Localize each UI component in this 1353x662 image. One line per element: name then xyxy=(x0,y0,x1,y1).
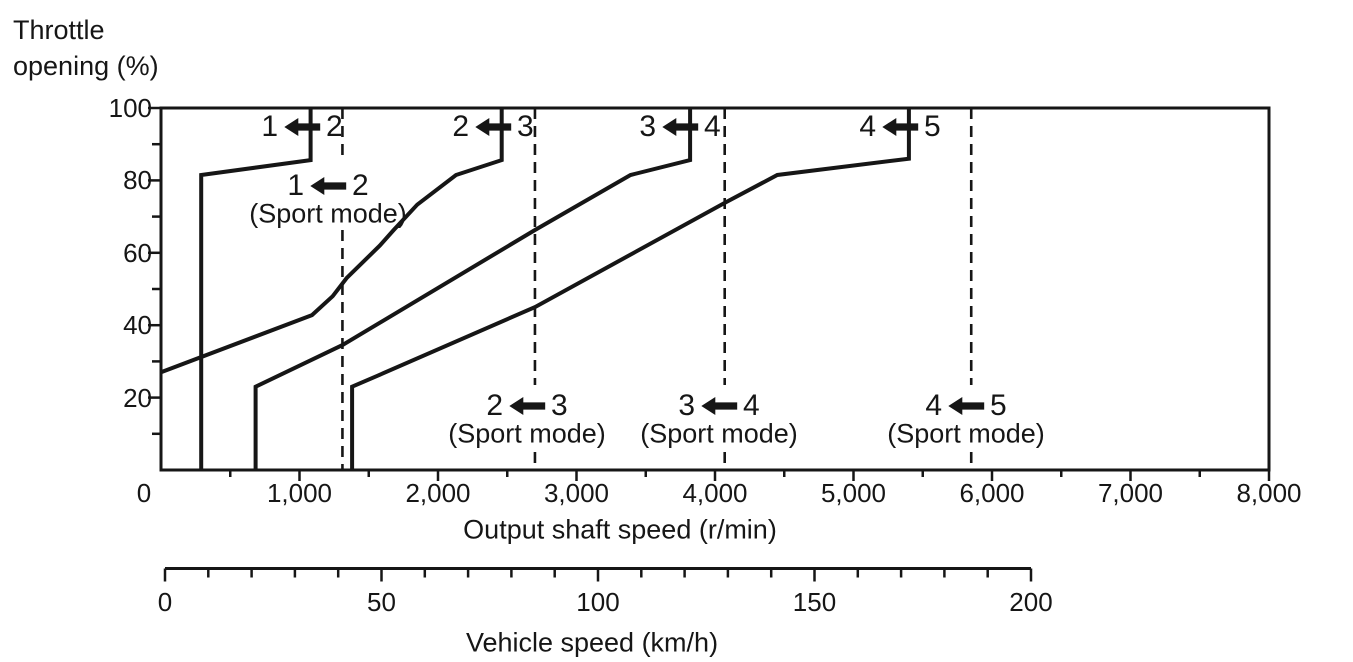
x-axis-tick-label: 5,000 xyxy=(820,478,887,508)
downshift-curve xyxy=(199,108,313,470)
left-arrow-icon xyxy=(662,118,698,136)
y-axis-tick-label: 100 xyxy=(108,93,152,123)
downshift-curve xyxy=(350,108,911,470)
left-arrow-icon xyxy=(284,118,320,136)
left-arrow-icon xyxy=(509,397,545,415)
from-gear-number: 2 xyxy=(326,110,343,143)
from-gear-number: 3 xyxy=(517,110,534,143)
sport-mode-caption: (Sport mode) xyxy=(887,418,1045,449)
sport-mode-caption: (Sport mode) xyxy=(448,418,606,449)
x-axis-tick-label: 3,000 xyxy=(543,478,610,508)
left-arrow-icon xyxy=(310,177,346,195)
to-gear-number: 1 xyxy=(287,169,304,202)
x-axis-tick-label: 4,000 xyxy=(682,478,748,508)
left-arrow-icon xyxy=(701,397,737,415)
y-axis-tick-label: 40 xyxy=(123,310,152,341)
from-gear-number: 2 xyxy=(352,169,369,202)
sport-mode-caption: (Sport mode) xyxy=(249,198,407,229)
to-gear-number: 3 xyxy=(639,110,656,143)
x-axis-tick-label: 6,000 xyxy=(959,478,1025,508)
to-gear-number: 4 xyxy=(859,110,876,143)
to-gear-number: 3 xyxy=(678,389,695,422)
to-gear-number: 1 xyxy=(261,110,278,143)
y-axis-tick-label: 20 xyxy=(123,382,152,413)
x2-axis-label: Vehicle speed (km/h) xyxy=(465,627,719,658)
from-gear-number: 5 xyxy=(924,110,941,143)
x-axis-tick-label: 0 xyxy=(136,478,152,508)
y-axis-tick-label: 80 xyxy=(123,165,152,196)
x2-axis-tick-label: 100 xyxy=(576,587,620,617)
left-arrow-icon xyxy=(475,118,511,136)
from-gear-number: 3 xyxy=(551,389,568,422)
x-axis-tick-label: 2,000 xyxy=(405,478,471,508)
left-arrow-icon xyxy=(948,397,984,415)
left-arrow-icon xyxy=(882,118,918,136)
y-axis-tick-label: 60 xyxy=(123,237,152,268)
from-gear-number: 5 xyxy=(990,389,1007,422)
from-gear-number: 4 xyxy=(704,110,721,143)
to-gear-number: 4 xyxy=(925,389,942,422)
sport-mode-caption: (Sport mode) xyxy=(640,418,798,449)
y-axis-title-line1: Throttle xyxy=(13,15,105,45)
to-gear-number: 2 xyxy=(486,389,503,422)
x2-axis-tick-label: 200 xyxy=(1009,587,1053,617)
x-axis-label: Output shaft speed (r/min) xyxy=(463,514,777,545)
x-axis-tick-label: 8,000 xyxy=(1236,478,1302,508)
y-axis-title-line2: opening (%) xyxy=(13,51,159,81)
y-axis-title: Throttle opening (%) xyxy=(13,12,159,84)
downshift-curve xyxy=(160,108,504,375)
to-gear-number: 2 xyxy=(452,110,469,143)
x-axis-tick-label: 1,000 xyxy=(266,478,333,508)
x-axis-tick-label: 7,000 xyxy=(1097,478,1164,508)
x2-axis-tick-label: 0 xyxy=(157,587,173,617)
x2-axis-tick-label: 50 xyxy=(367,587,396,617)
downshift-curve xyxy=(253,108,693,470)
x2-axis-tick-label: 150 xyxy=(792,587,837,617)
from-gear-number: 4 xyxy=(743,389,760,422)
